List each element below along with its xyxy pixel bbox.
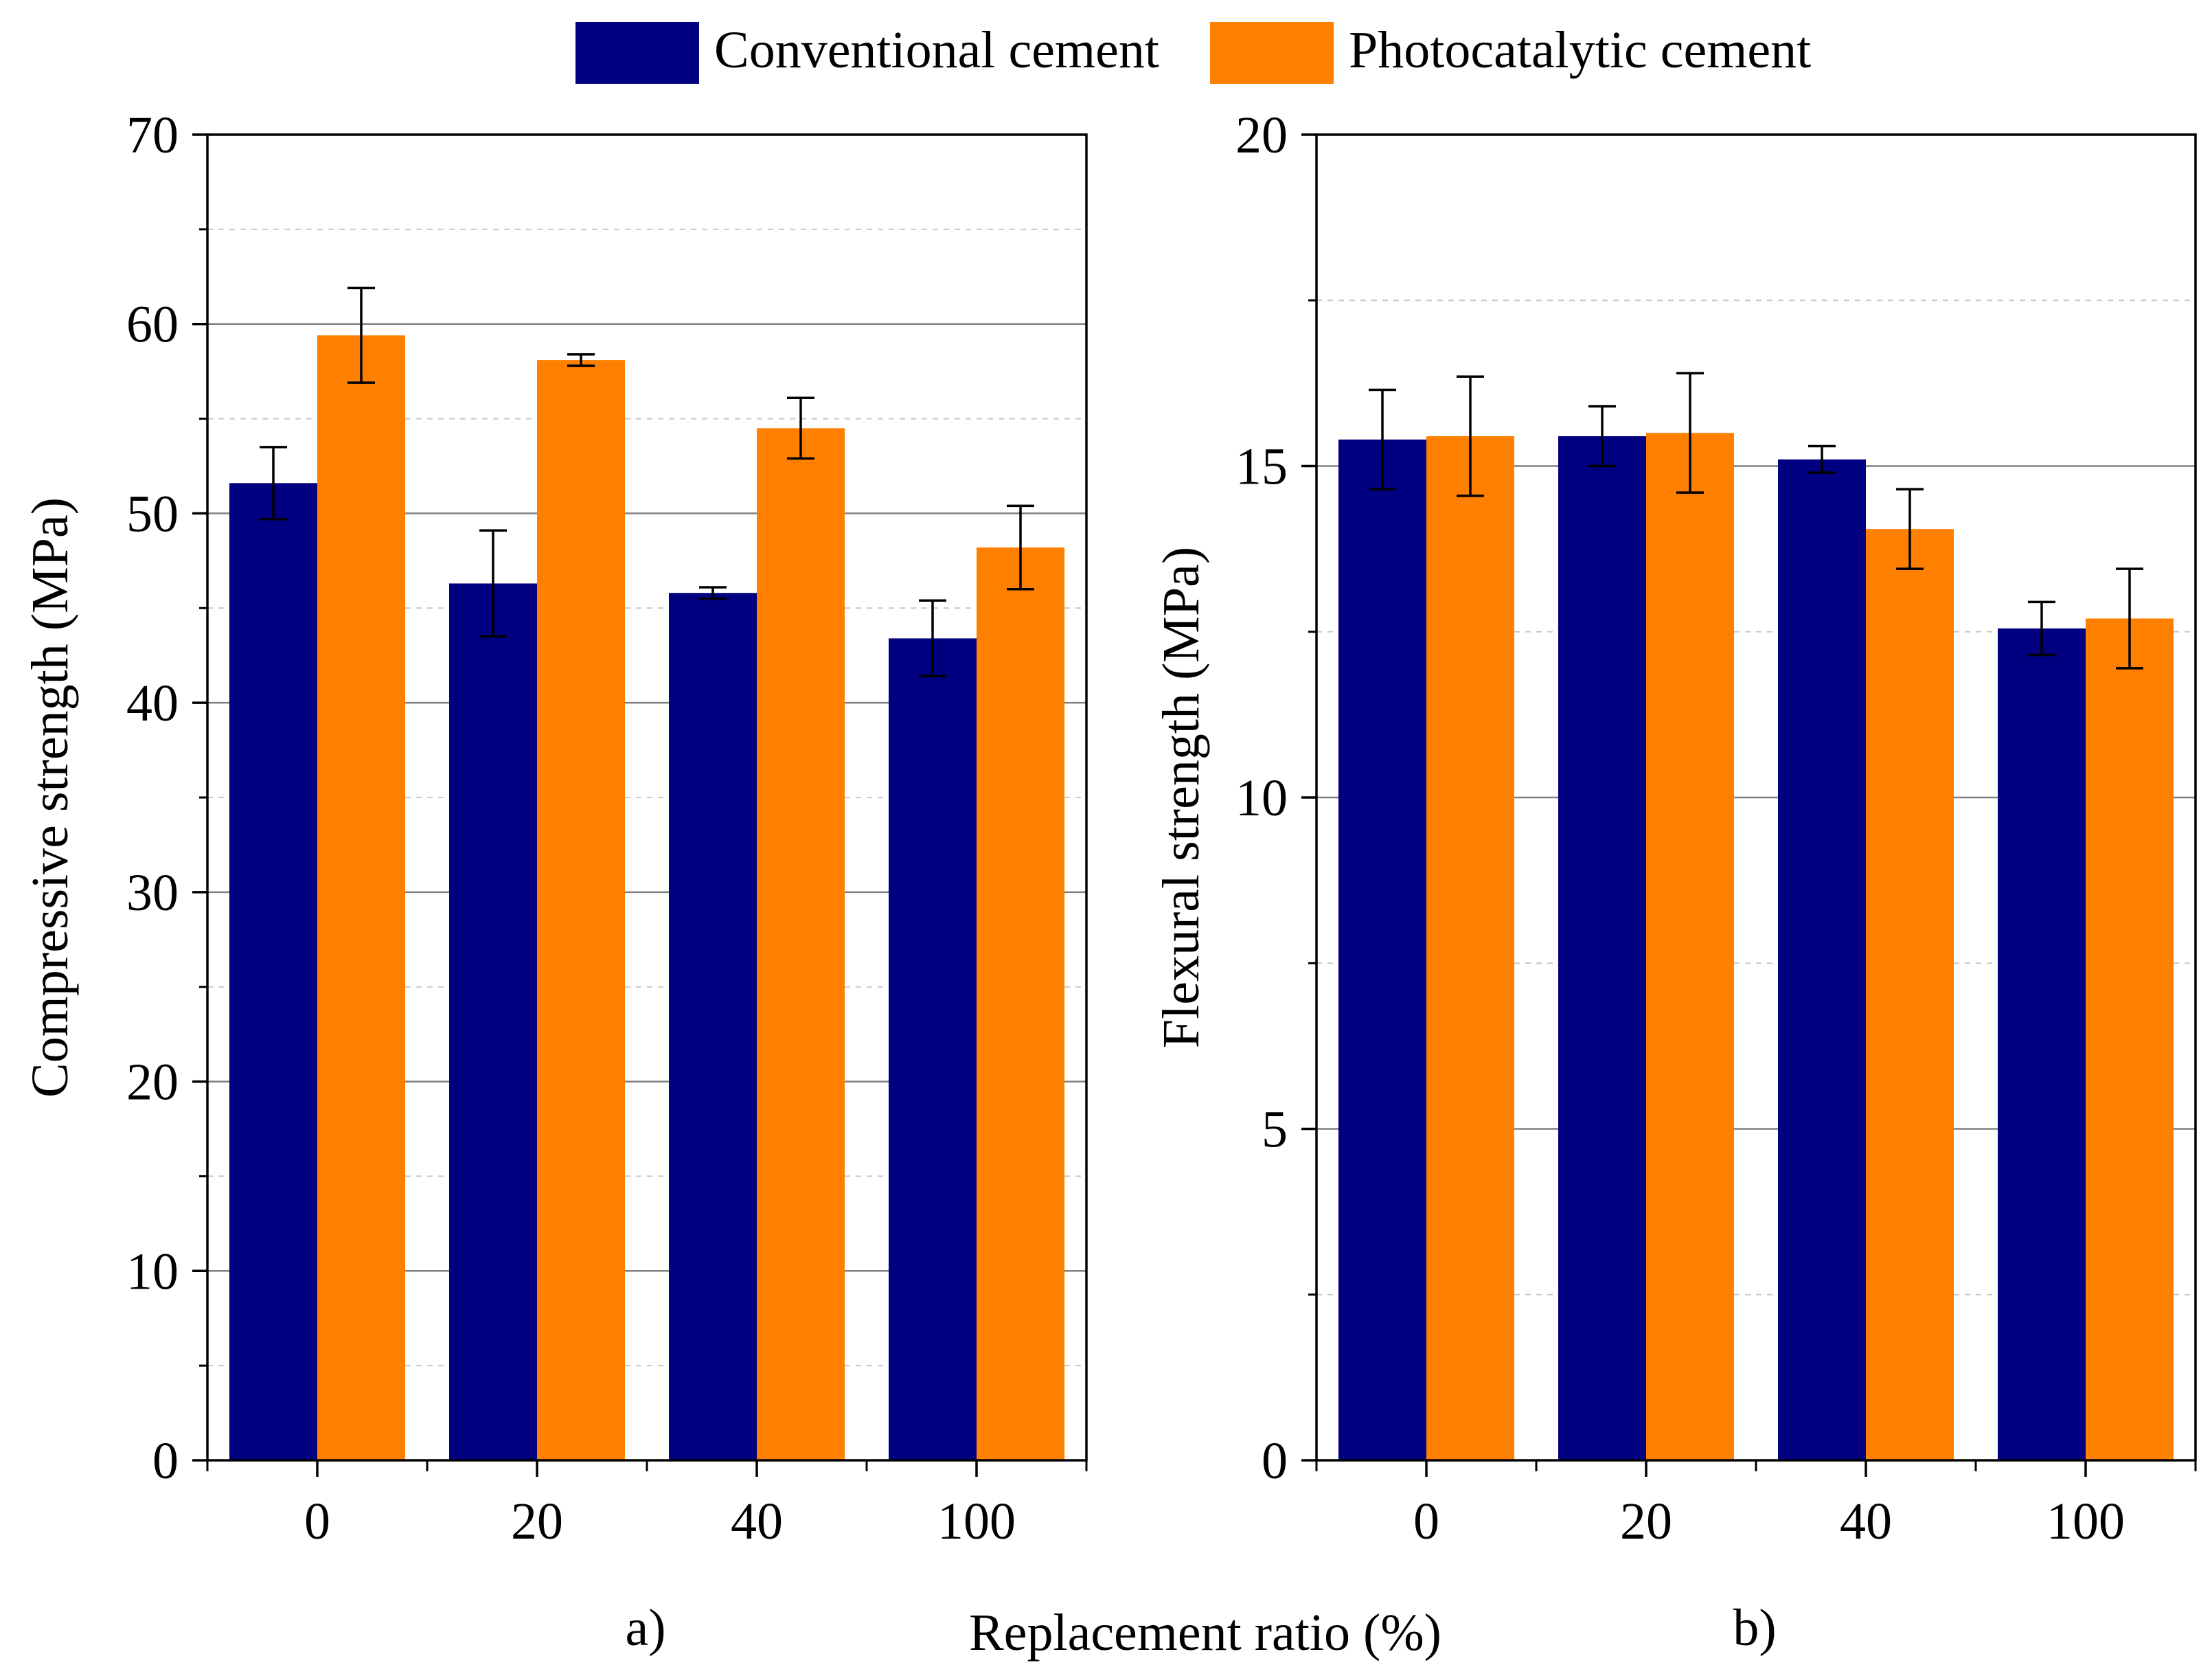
bar-photocatalytic-40 — [757, 428, 845, 1460]
ytick-label: 5 — [1262, 1101, 1288, 1159]
bar-photocatalytic-0 — [317, 335, 405, 1461]
panel-b-ytick-labels: 0 5 10 15 20 — [1235, 106, 1288, 1490]
panel-a-bars — [229, 335, 1064, 1461]
ytick-label: 20 — [1235, 106, 1288, 164]
legend-swatch-conventional — [575, 22, 699, 84]
bar-photocatalytic-100 — [977, 547, 1064, 1460]
xtick-label-40: 40 — [731, 1493, 783, 1550]
panel-a-error-bars — [260, 286, 1034, 678]
bar-photocatalytic-20 — [1646, 433, 1734, 1460]
legend-swatch-photocatalytic — [1210, 22, 1334, 84]
bar-photocatalytic-0 — [1426, 436, 1514, 1461]
xtick-label-100: 100 — [937, 1493, 1016, 1550]
ytick-label: 10 — [126, 1243, 179, 1300]
ytick-label: 60 — [126, 296, 179, 354]
panel-a-xtick-labels: 0 20 40 100 — [304, 1493, 1016, 1550]
legend: Conventional cement Photocatalytic cemen… — [575, 21, 1811, 84]
ytick-label: 50 — [126, 485, 179, 543]
ytick-label: 0 — [152, 1432, 179, 1490]
panel-b-error-bars — [1369, 372, 2143, 670]
xtick-label-40: 40 — [1840, 1493, 1892, 1550]
bar-conventional-100 — [889, 638, 977, 1460]
ytick-label: 30 — [126, 864, 179, 922]
panel-a-ylabel: Compressive strength (MPa) — [21, 497, 79, 1098]
panel-b-flexural: 0 5 10 15 20 0 20 40 100 Flexural strength (MPa… — [1152, 106, 2197, 1657]
bar-photocatalytic-40 — [1866, 529, 1954, 1460]
ytick-label: 20 — [126, 1054, 179, 1111]
bar-conventional-20 — [1558, 436, 1646, 1461]
xtick-label-0: 0 — [304, 1493, 330, 1550]
bar-conventional-40 — [669, 593, 757, 1461]
ytick-label: 0 — [1262, 1432, 1288, 1490]
xtick-label-20: 20 — [1620, 1493, 1672, 1550]
bar-conventional-0 — [1338, 439, 1426, 1460]
panel-a-compressive: 0 10 20 30 40 50 60 70 0 20 40 100 Compressive str… — [21, 106, 1088, 1657]
ytick-label: 10 — [1235, 769, 1288, 827]
bar-conventional-40 — [1778, 459, 1866, 1460]
panel-a-ytick-labels: 0 10 20 30 40 50 60 70 — [126, 106, 179, 1490]
panel-b-bars — [1338, 433, 2174, 1461]
legend-label-conventional: Conventional cement — [714, 21, 1159, 79]
shared-xlabel: Replacement ratio (%) — [969, 1604, 1441, 1662]
panel-a-axes — [192, 133, 1088, 1477]
xtick-label-100: 100 — [2046, 1493, 2125, 1550]
panel-b-ylabel: Flexural strength (MPa) — [1152, 547, 1210, 1048]
ytick-label: 70 — [126, 106, 179, 164]
bar-conventional-20 — [449, 583, 537, 1460]
xtick-label-20: 20 — [511, 1493, 563, 1550]
panel-b-axes — [1301, 133, 2197, 1477]
xtick-label-0: 0 — [1413, 1493, 1439, 1550]
bar-conventional-100 — [1998, 628, 2086, 1460]
panel-a-label: a) — [625, 1599, 665, 1657]
panel-b-label: b) — [1733, 1599, 1776, 1657]
ytick-label: 15 — [1235, 438, 1288, 496]
panel-b-xtick-labels: 0 20 40 100 — [1413, 1493, 2125, 1550]
bar-photocatalytic-20 — [537, 360, 625, 1460]
bar-photocatalytic-100 — [2086, 618, 2174, 1461]
ytick-label: 40 — [126, 675, 179, 732]
bar-conventional-0 — [229, 483, 317, 1461]
legend-label-photocatalytic: Photocatalytic cement — [1349, 21, 1811, 79]
